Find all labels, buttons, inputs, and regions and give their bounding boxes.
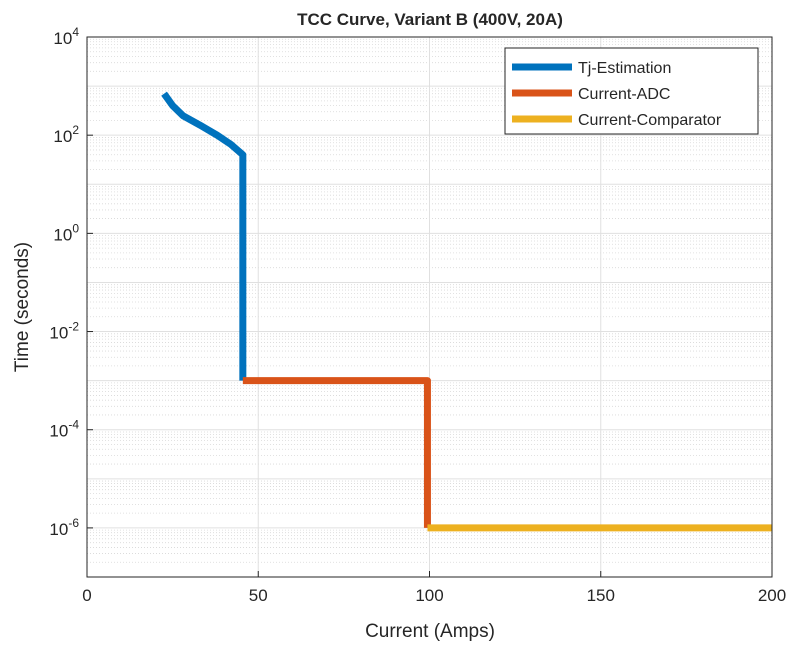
- x-tick-label: 150: [587, 586, 615, 605]
- x-tick-label: 50: [249, 586, 268, 605]
- y-tick-label: 10-2: [49, 320, 79, 343]
- y-axis-label: Time (seconds): [12, 242, 33, 372]
- y-tick-label: 104: [53, 25, 79, 48]
- x-tick-label: 200: [758, 586, 786, 605]
- chart-title: TCC Curve, Variant B (400V, 20A): [297, 10, 563, 29]
- x-axis-label: Current (Amps): [365, 621, 495, 642]
- legend-label: Current-Comparator: [578, 112, 722, 129]
- x-tick-label: 100: [415, 586, 443, 605]
- legend: Tj-Estimation Current-ADC Current-Comparat…: [504, 47, 759, 135]
- y-tick-label: 10-6: [49, 516, 79, 539]
- series-line-tj-estimation: [161, 91, 247, 381]
- y-tick-label: 102: [53, 123, 79, 146]
- series-line-current-adc: [242, 377, 431, 528]
- y-tick-label: 100: [53, 221, 79, 244]
- legend-label: Current-ADC: [578, 86, 670, 103]
- y-tick-label: 10-4: [49, 418, 79, 441]
- x-tick-label: 0: [82, 586, 91, 605]
- legend-label: Tj-Estimation: [578, 60, 671, 77]
